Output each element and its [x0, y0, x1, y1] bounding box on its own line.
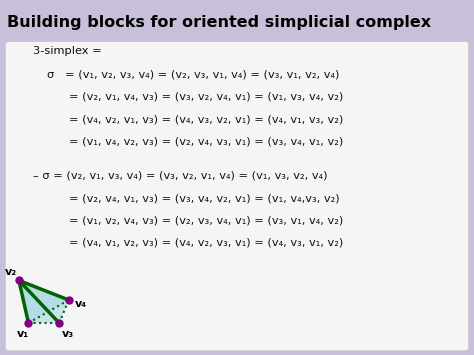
Text: v₂: v₂ [5, 267, 17, 277]
Text: = (v₁, v₂, v₄, v₃) = (v₂, v₃, v₄, v₁) = (v₃, v₁, v₄, v₂): = (v₁, v₂, v₄, v₃) = (v₂, v₃, v₄, v₁) = … [69, 215, 343, 225]
Text: Building blocks for oriented simplicial complex: Building blocks for oriented simplicial … [7, 15, 431, 30]
FancyBboxPatch shape [5, 41, 469, 351]
Text: σ   = (v₁, v₂, v₃, v₄) = (v₂, v₃, v₁, v₄) = (v₃, v₁, v₂, v₄): σ = (v₁, v₂, v₃, v₄) = (v₂, v₃, v₁, v₄) … [47, 70, 340, 80]
Text: – σ = (v₂, v₁, v₃, v₄) = (v₃, v₂, v₁, v₄) = (v₁, v₃, v₂, v₄): – σ = (v₂, v₁, v₃, v₄) = (v₃, v₂, v₁, v₄… [33, 171, 328, 181]
Text: = (v₄, v₂, v₁, v₃) = (v₄, v₃, v₂, v₁) = (v₄, v₁, v₃, v₂): = (v₄, v₂, v₁, v₃) = (v₄, v₃, v₂, v₁) = … [69, 114, 343, 124]
Text: = (v₁, v₄, v₂, v₃) = (v₂, v₄, v₃, v₁) = (v₃, v₄, v₁, v₂): = (v₁, v₄, v₂, v₃) = (v₂, v₄, v₃, v₁) = … [69, 137, 343, 147]
Text: = (v₂, v₁, v₄, v₃) = (v₃, v₂, v₄, v₁) = (v₁, v₃, v₄, v₂): = (v₂, v₁, v₄, v₃) = (v₃, v₂, v₄, v₁) = … [69, 92, 343, 102]
Polygon shape [19, 280, 69, 323]
Text: = (v₄, v₁, v₂, v₃) = (v₄, v₂, v₃, v₁) = (v₄, v₃, v₁, v₂): = (v₄, v₁, v₂, v₃) = (v₄, v₂, v₃, v₁) = … [69, 238, 343, 248]
Polygon shape [19, 280, 69, 323]
Text: v₄: v₄ [74, 299, 87, 309]
Bar [0, 0, 474, 44]
Text: = (v₂, v₄, v₁, v₃) = (v₃, v₄, v₂, v₁) = (v₁, v₄,v₃, v₂): = (v₂, v₄, v₁, v₃) = (v₃, v₄, v₂, v₁) = … [69, 193, 339, 203]
Text: v₁: v₁ [17, 329, 29, 339]
Polygon shape [19, 280, 59, 323]
Text: v₃: v₃ [62, 329, 74, 339]
Text: 3-simplex =: 3-simplex = [33, 47, 102, 56]
